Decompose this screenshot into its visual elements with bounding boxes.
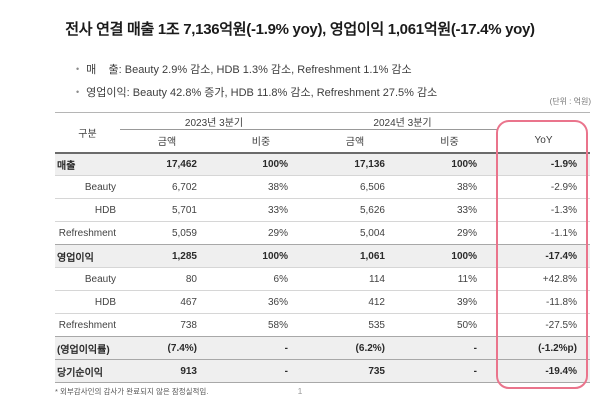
col-header-2024q3: 2024년 3분기 <box>308 112 497 130</box>
bullet-icon: • <box>76 63 80 74</box>
yoy-cell: (-1.2%p) <box>497 336 590 360</box>
value-cell: 114 <box>308 267 402 291</box>
value-cell: 5,701 <box>120 198 214 222</box>
value-cell: (7.4%) <box>120 336 214 360</box>
yoy-cell: -1.1% <box>497 221 590 245</box>
value-cell: 100% <box>214 244 308 268</box>
page-title: 전사 연결 매출 1조 7,136억원(-1.9% yoy), 영업이익 1,0… <box>65 21 535 38</box>
value-cell: 5,626 <box>308 198 402 222</box>
value-cell: 913 <box>120 359 214 383</box>
col-header-yoy: YoY <box>497 129 590 154</box>
value-cell: 50% <box>402 313 497 337</box>
col-header-2023q3: 2023년 3분기 <box>120 112 308 130</box>
financial-table: 구분 2023년 3분기 2024년 3분기 금액 비중 금액 비중 YoY 매… <box>55 112 590 389</box>
col-header-amount-2023: 금액 <box>120 129 214 154</box>
table-row: Beauty 6,702 38% 6,506 38% -2.9% <box>55 175 590 199</box>
value-cell: 100% <box>402 244 497 268</box>
bullet-icon: • <box>76 86 80 97</box>
table-row: (영업이익률) (7.4%) - (6.2%) - (-1.2%p) <box>55 336 590 360</box>
row-label: HDB <box>55 290 120 314</box>
table-row: Refreshment 5,059 29% 5,004 29% -1.1% <box>55 221 590 245</box>
col-header-yoy-spacer <box>497 113 590 130</box>
table-row: Refreshment 738 58% 535 50% -27.5% <box>55 313 590 337</box>
value-cell: 6,702 <box>120 175 214 199</box>
bullet-operating-profit: • 영업이익: Beauty 42.8% 증가, HDB 11.8% 감소, R… <box>76 80 437 103</box>
row-label: Refreshment <box>55 221 120 245</box>
value-cell: - <box>402 359 497 383</box>
value-cell: 5,004 <box>308 221 402 245</box>
bullet-text: 영업이익: Beauty 42.8% 증가, HDB 11.8% 감소, Ref… <box>86 86 438 99</box>
unit-note: (단위 : 억원) <box>549 97 591 106</box>
row-label: 당기순이익 <box>55 359 120 383</box>
value-cell: 17,462 <box>120 152 214 176</box>
value-cell: 6,506 <box>308 175 402 199</box>
table-row: 당기순이익 913-735- -19.4% <box>55 359 590 383</box>
row-label: Beauty <box>55 267 120 291</box>
header-year-row: 구분 2023년 3분기 2024년 3분기 <box>55 112 590 154</box>
col-header-amount-2024: 금액 <box>308 129 402 154</box>
table-row: 매출 17,462 100% 17,136 100% -1.9% <box>55 152 590 176</box>
table-row: 영업이익 1,285 100% 1,061 100% -17.4% <box>55 244 590 268</box>
yoy-cell: -17.4% <box>497 244 590 268</box>
value-cell: 33% <box>214 198 308 222</box>
value-cell: 735 <box>308 359 402 383</box>
value-cell: 738 <box>120 313 214 337</box>
summary-bullets: • 매 출: Beauty 2.9% 감소, HDB 1.3% 감소, Refr… <box>76 57 437 103</box>
value-cell: - <box>402 336 497 360</box>
yoy-cell: -2.9% <box>497 175 590 199</box>
table-body: 매출 17,462 100% 17,136 100% -1.9% Beauty 6,702 38… <box>55 152 590 383</box>
value-cell: 38% <box>402 175 497 199</box>
value-cell: 33% <box>402 198 497 222</box>
row-label: Refreshment <box>55 313 120 337</box>
value-cell: 39% <box>402 290 497 314</box>
results-table: 구분 2023년 3분기 2024년 3분기 금액 비중 금액 비중 YoY 매… <box>55 112 590 383</box>
value-cell: (6.2%) <box>308 336 402 360</box>
value-cell: 5,059 <box>120 221 214 245</box>
value-cell: 467 <box>120 290 214 314</box>
value-cell: 1,285 <box>120 244 214 268</box>
value-cell: 29% <box>402 221 497 245</box>
value-cell: 58% <box>214 313 308 337</box>
yoy-cell: -11.8% <box>497 290 590 314</box>
value-cell: - <box>214 336 308 360</box>
value-cell: 100% <box>214 152 308 176</box>
yoy-cell: -1.9% <box>497 152 590 176</box>
bullet-revenue: • 매 출: Beauty 2.9% 감소, HDB 1.3% 감소, Refr… <box>76 57 437 80</box>
yoy-cell: -1.3% <box>497 198 590 222</box>
col-header-gubun: 구분 <box>55 112 120 154</box>
col-header-share-2024: 비중 <box>402 129 497 154</box>
footnote: * 외부감사인의 감사가 완료되지 않은 잠정실적임. <box>55 387 209 396</box>
value-cell: 6% <box>214 267 308 291</box>
value-cell: 11% <box>402 267 497 291</box>
value-cell: 29% <box>214 221 308 245</box>
value-cell: 100% <box>402 152 497 176</box>
value-cell: 412 <box>308 290 402 314</box>
yoy-cell: -19.4% <box>497 359 590 383</box>
row-label: 영업이익 <box>55 244 120 268</box>
page-number: 1 <box>297 386 303 396</box>
header-sub-row: 금액 비중 금액 비중 YoY <box>55 129 590 154</box>
value-cell: 80 <box>120 267 214 291</box>
yoy-cell: -27.5% <box>497 313 590 337</box>
value-cell: - <box>214 359 308 383</box>
row-label: 매출 <box>55 152 120 176</box>
row-label: (영업이익률) <box>55 336 120 360</box>
col-header-share-2023: 비중 <box>214 129 308 154</box>
yoy-cell: +42.8% <box>497 267 590 291</box>
value-cell: 17,136 <box>308 152 402 176</box>
row-label: HDB <box>55 198 120 222</box>
row-label: Beauty <box>55 175 120 199</box>
table-row: HDB 5,701 33% 5,626 33% -1.3% <box>55 198 590 222</box>
value-cell: 1,061 <box>308 244 402 268</box>
value-cell: 535 <box>308 313 402 337</box>
bullet-text: 매 출: Beauty 2.9% 감소, HDB 1.3% 감소, Refres… <box>86 63 412 76</box>
value-cell: 36% <box>214 290 308 314</box>
table-row: HDB 467 36% 412 39% -11.8% <box>55 290 590 314</box>
table-header: 구분 2023년 3분기 2024년 3분기 금액 비중 금액 비중 YoY <box>55 112 590 154</box>
table-row: Beauty 80 6% 114 11% +42.8% <box>55 267 590 291</box>
value-cell: 38% <box>214 175 308 199</box>
